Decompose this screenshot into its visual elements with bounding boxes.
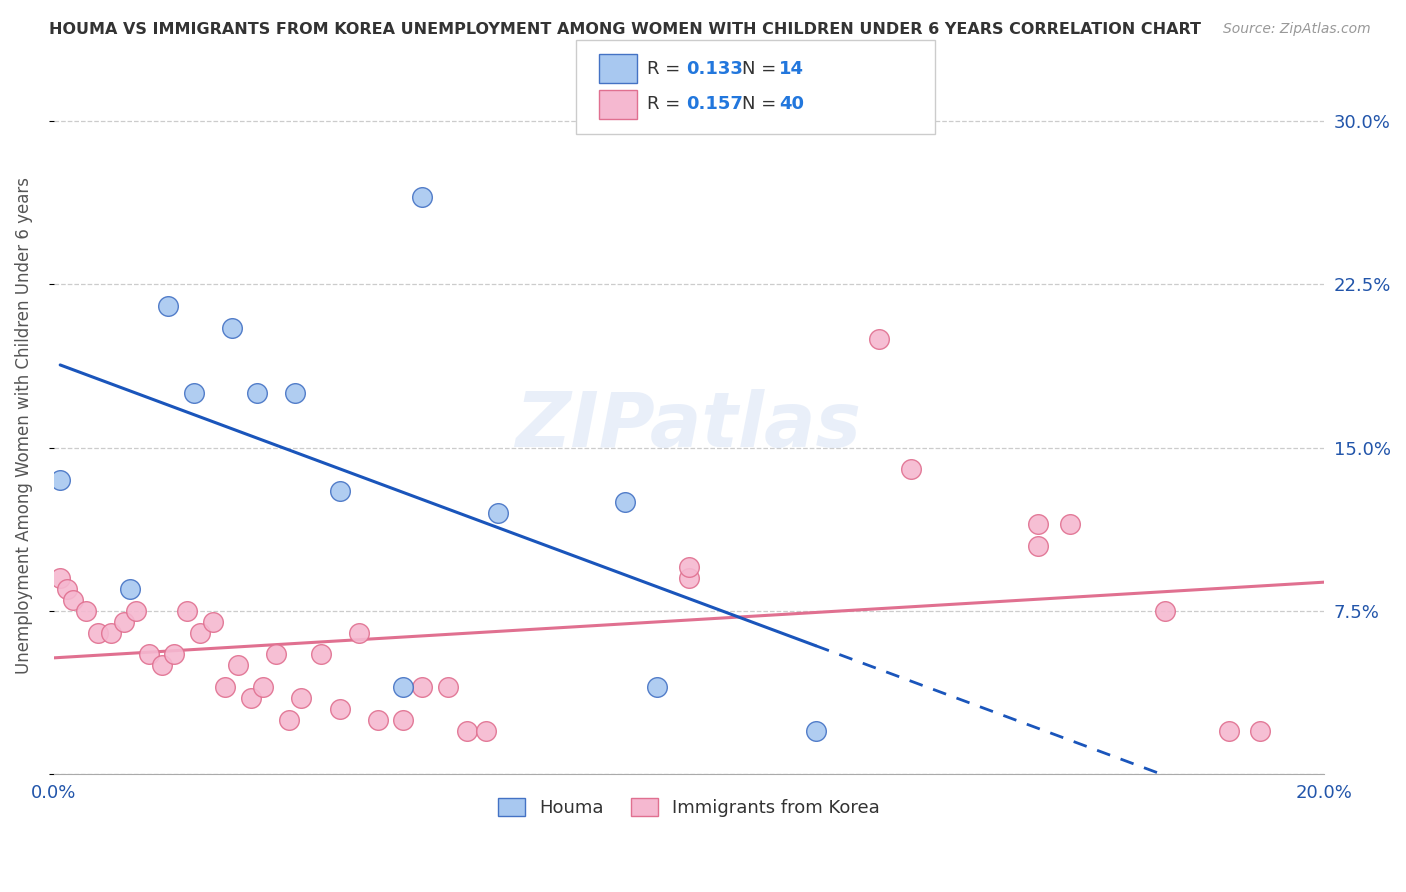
- Point: [239, 690, 262, 705]
- Text: 0.133: 0.133: [686, 60, 742, 78]
- Point: [284, 386, 307, 401]
- Text: 0.157: 0.157: [686, 95, 742, 113]
- Point: [1154, 604, 1177, 618]
- Point: [201, 615, 224, 629]
- Point: [221, 321, 243, 335]
- Text: ZIPatlas: ZIPatlas: [516, 389, 862, 463]
- Point: [226, 658, 249, 673]
- Point: [138, 648, 160, 662]
- Point: [1026, 516, 1049, 531]
- Point: [456, 723, 478, 738]
- Point: [1026, 539, 1049, 553]
- Point: [329, 702, 352, 716]
- Point: [436, 680, 458, 694]
- Point: [309, 648, 332, 662]
- Point: [125, 604, 148, 618]
- Point: [392, 713, 415, 727]
- Point: [868, 332, 890, 346]
- Point: [49, 473, 72, 487]
- Point: [486, 506, 509, 520]
- Point: [188, 625, 211, 640]
- Point: [678, 560, 700, 574]
- Legend: Houma, Immigrants from Korea: Houma, Immigrants from Korea: [491, 790, 887, 824]
- Point: [87, 625, 110, 640]
- Point: [100, 625, 122, 640]
- Point: [645, 680, 668, 694]
- Point: [163, 648, 186, 662]
- Text: R =: R =: [647, 95, 686, 113]
- Point: [1059, 516, 1081, 531]
- Text: HOUMA VS IMMIGRANTS FROM KOREA UNEMPLOYMENT AMONG WOMEN WITH CHILDREN UNDER 6 YE: HOUMA VS IMMIGRANTS FROM KOREA UNEMPLOYM…: [49, 22, 1201, 37]
- Point: [329, 484, 352, 499]
- Point: [1218, 723, 1240, 738]
- Point: [112, 615, 135, 629]
- Point: [392, 680, 415, 694]
- Text: N =: N =: [742, 95, 782, 113]
- Point: [411, 190, 433, 204]
- Text: N =: N =: [742, 60, 782, 78]
- Point: [214, 680, 236, 694]
- Point: [176, 604, 198, 618]
- Point: [246, 386, 269, 401]
- Point: [264, 648, 287, 662]
- Point: [411, 680, 433, 694]
- Point: [150, 658, 173, 673]
- Point: [62, 593, 84, 607]
- Point: [75, 604, 97, 618]
- Point: [474, 723, 496, 738]
- Point: [804, 723, 827, 738]
- Point: [277, 713, 299, 727]
- Point: [367, 713, 389, 727]
- Point: [183, 386, 205, 401]
- Point: [252, 680, 274, 694]
- Point: [55, 582, 77, 596]
- Point: [1249, 723, 1271, 738]
- Point: [347, 625, 370, 640]
- Point: [157, 299, 180, 313]
- Y-axis label: Unemployment Among Women with Children Under 6 years: Unemployment Among Women with Children U…: [15, 178, 32, 674]
- Text: 14: 14: [779, 60, 804, 78]
- Text: Source: ZipAtlas.com: Source: ZipAtlas.com: [1223, 22, 1371, 37]
- Text: R =: R =: [647, 60, 686, 78]
- Text: 40: 40: [779, 95, 804, 113]
- Point: [614, 495, 637, 509]
- Point: [49, 571, 72, 585]
- Point: [900, 462, 922, 476]
- Point: [678, 571, 700, 585]
- Point: [290, 690, 312, 705]
- Point: [118, 582, 141, 596]
